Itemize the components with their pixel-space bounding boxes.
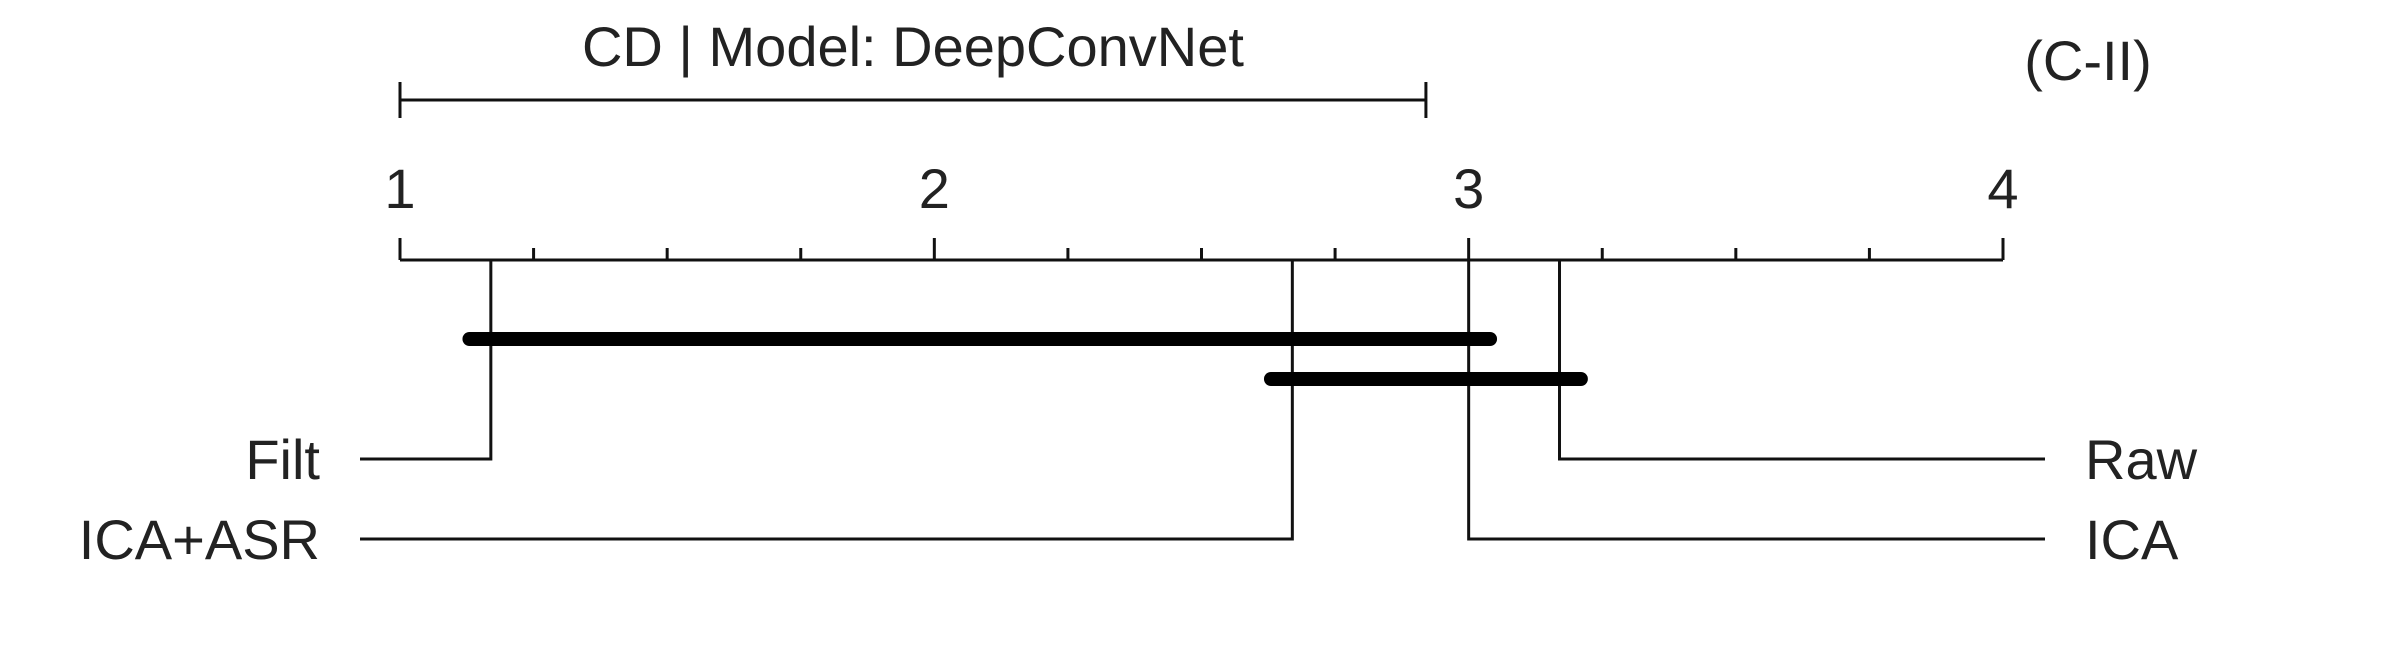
connector-ica-asr <box>360 260 1294 541</box>
cd-group: CD | Model: DeepConvNet <box>398 15 1428 118</box>
axis-tick-label: 1 <box>384 157 415 220</box>
panel-label: (C-II) <box>2024 29 2152 92</box>
connector-raw <box>1558 260 2045 461</box>
method-label-filt: Filt <box>245 428 320 491</box>
method-connectors <box>360 260 2045 541</box>
method-label-raw: Raw <box>2085 428 2198 491</box>
connector-filt <box>360 260 493 461</box>
connector-ica <box>1467 260 2045 541</box>
chart-title: CD | Model: DeepConvNet <box>582 15 1244 78</box>
method-label-ica-asr: ICA+ASR <box>79 508 320 571</box>
method-label-ica: ICA <box>2085 508 2179 571</box>
axis-tick-label: 4 <box>1987 157 2018 220</box>
axis-tick-label: 2 <box>919 157 950 220</box>
method-labels: Filt ICA+ASR ICA Raw <box>79 428 2198 571</box>
clique-bars <box>462 332 1588 386</box>
axis-tick-label: 3 <box>1453 157 1484 220</box>
rank-axis: 1 2 3 4 <box>384 157 2019 262</box>
